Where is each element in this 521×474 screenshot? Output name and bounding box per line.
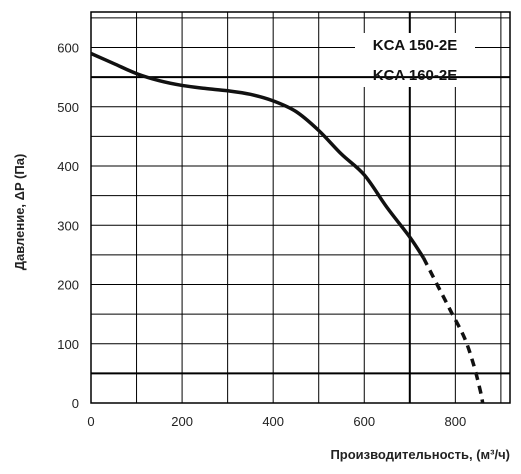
- x-tick-label: 800: [444, 414, 466, 429]
- y-tick-label: 200: [57, 278, 79, 293]
- y-axis-title: Давление, ΔP (Па): [12, 154, 27, 271]
- y-tick-label: 100: [57, 337, 79, 352]
- series-line-solid: [90, 51, 425, 259]
- x-tick-label: 400: [262, 414, 284, 429]
- y-tick-label: 400: [57, 159, 79, 174]
- y-tick-label: 300: [57, 218, 79, 233]
- model-label-1: KCA 150-2E: [373, 37, 457, 54]
- plot-frame: [90, 11, 511, 404]
- y-tick-label: 500: [57, 100, 79, 115]
- y-tick-label: 0: [72, 396, 79, 411]
- x-tick-label: 600: [353, 414, 375, 429]
- reference-lines: [91, 12, 510, 403]
- x-tick-label: 200: [171, 414, 193, 429]
- x-tick-label: 0: [87, 414, 94, 429]
- y-axis-ticks: 0 100 200 300 400 500 600: [57, 41, 79, 411]
- plot-border: [90, 11, 511, 404]
- x-axis-title: Производительность, (м³/ч): [330, 447, 510, 462]
- series-curves: [90, 51, 485, 404]
- y-tick-label: 600: [57, 41, 79, 56]
- model-label-2: KCA 160-2E: [373, 67, 457, 84]
- x-axis-ticks: 0 200 400 600 800: [87, 414, 466, 429]
- series-line-dashed: [421, 257, 485, 404]
